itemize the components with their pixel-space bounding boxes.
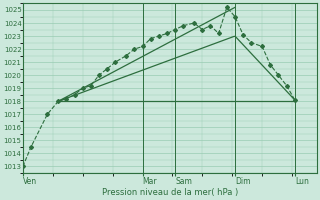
X-axis label: Pression niveau de la mer( hPa ): Pression niveau de la mer( hPa ) xyxy=(101,188,238,197)
